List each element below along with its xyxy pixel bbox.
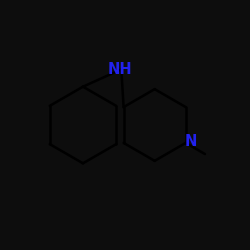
Text: N: N bbox=[185, 134, 197, 149]
Text: NH: NH bbox=[108, 62, 132, 77]
